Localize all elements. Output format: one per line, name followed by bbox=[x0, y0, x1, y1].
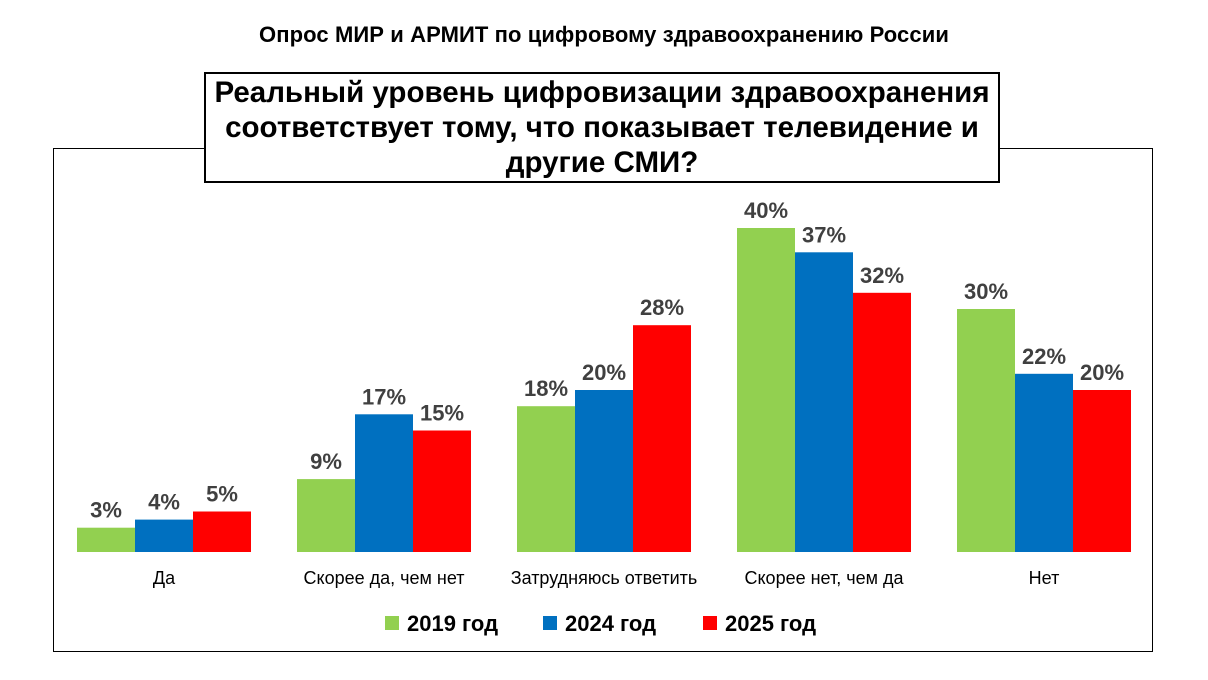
bar-4-series-1 bbox=[737, 228, 795, 552]
data-label: 32% bbox=[860, 263, 904, 288]
data-label: 15% bbox=[420, 401, 464, 426]
data-label: 37% bbox=[802, 222, 846, 247]
bar-2-series-1 bbox=[297, 479, 355, 552]
legend-label-2: 2024 год bbox=[565, 611, 656, 636]
bar-3-series-3 bbox=[633, 325, 691, 552]
bar-4-series-3 bbox=[853, 292, 911, 552]
category-label: Скорее да, чем нет bbox=[304, 568, 465, 588]
data-label: 18% bbox=[524, 376, 568, 401]
data-label: 20% bbox=[1080, 360, 1124, 385]
bar-5-series-2 bbox=[1015, 373, 1073, 552]
legend: 2019 год 2024 год 2025 год bbox=[385, 611, 816, 636]
category-label: Затрудняюсь ответить bbox=[511, 568, 698, 588]
legend-swatch-2 bbox=[543, 616, 557, 630]
data-label: 3% bbox=[90, 498, 122, 523]
bar-3-series-2 bbox=[575, 390, 633, 552]
category-label: Да bbox=[153, 568, 176, 588]
data-label: 9% bbox=[310, 449, 342, 474]
data-label: 20% bbox=[582, 360, 626, 385]
legend-swatch-1 bbox=[385, 616, 399, 630]
legend-swatch-3 bbox=[703, 616, 717, 630]
data-label: 22% bbox=[1022, 344, 1066, 369]
data-label: 17% bbox=[362, 384, 406, 409]
data-label: 4% bbox=[148, 490, 180, 515]
bar-1-series-1 bbox=[77, 527, 135, 552]
category-label: Нет bbox=[1029, 568, 1060, 588]
bar-1-series-3 bbox=[193, 511, 251, 552]
data-label: 28% bbox=[640, 295, 684, 320]
labels-layer: 3% 4% 5% Да 9% 17% 15% Скорее да, чем нет 18% 20%… bbox=[90, 198, 1124, 588]
bar-5-series-3 bbox=[1073, 390, 1131, 552]
question-text: Реальный уровень цифровизации здравоохра… bbox=[214, 76, 990, 179]
bar-4-series-2 bbox=[795, 252, 853, 553]
bar-2-series-3 bbox=[413, 430, 471, 552]
data-label: 5% bbox=[206, 482, 238, 507]
bars-layer bbox=[77, 228, 1131, 553]
survey-title: Опрос МИР и АРМИТ по цифровому здравоохр… bbox=[259, 22, 949, 47]
bar-3-series-1 bbox=[517, 406, 575, 552]
bar-5-series-1 bbox=[957, 309, 1015, 552]
category-label: Скорее нет, чем да bbox=[744, 568, 904, 588]
bar-1-series-2 bbox=[135, 519, 193, 552]
legend-label-3: 2025 год bbox=[725, 611, 816, 636]
data-label: 40% bbox=[744, 198, 788, 223]
bar-2-series-2 bbox=[355, 414, 413, 552]
data-label: 30% bbox=[964, 279, 1008, 304]
legend-label-1: 2019 год bbox=[407, 611, 498, 636]
question-box: Реальный уровень цифровизации здравоохра… bbox=[204, 72, 1000, 183]
